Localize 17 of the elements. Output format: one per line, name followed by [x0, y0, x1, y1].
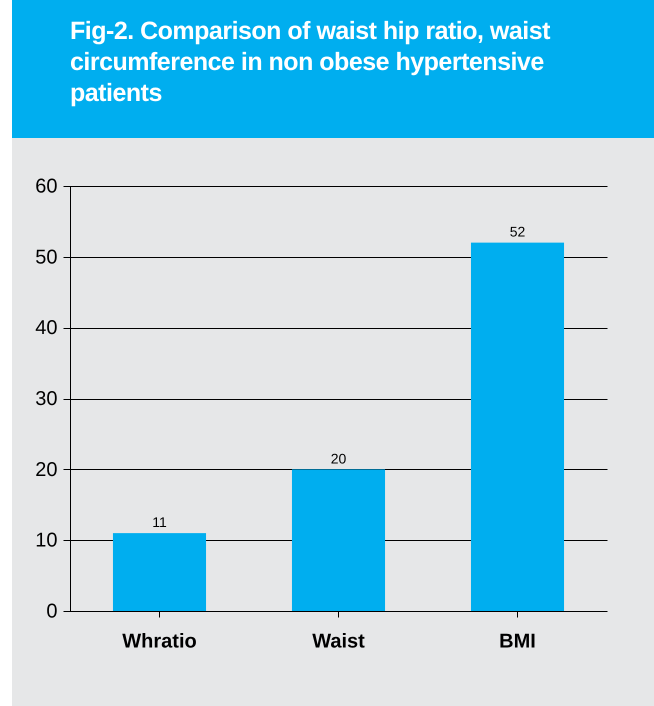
y-tick-label: 10 — [35, 530, 58, 552]
y-tick-label: 0 — [46, 600, 58, 622]
y-tick-label: 30 — [35, 388, 58, 410]
data-label: 52 — [510, 224, 526, 240]
y-tick-label: 40 — [35, 317, 58, 340]
bar — [470, 242, 564, 611]
bar — [112, 533, 206, 611]
x-tick-label: BMI — [499, 630, 536, 652]
x-tick-label: Waist — [312, 630, 366, 652]
y-tick-label: 50 — [35, 246, 58, 268]
data-label: 20 — [330, 450, 346, 466]
y-tick-label: 60 — [35, 176, 58, 198]
data-label: 11 — [152, 514, 167, 530]
y-tick-label: 20 — [35, 458, 58, 481]
bar — [292, 469, 386, 611]
x-tick-label: Whratio — [122, 630, 197, 652]
chart-title: Fig-2. Comparison of waist hip ratio, waist circumference in non obese hypertensive patients — [12, 0, 654, 138]
